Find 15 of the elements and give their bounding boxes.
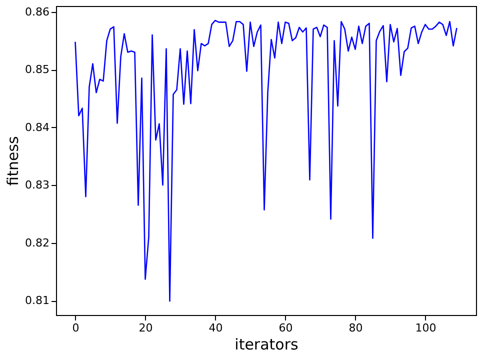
x-axis-title: iterators xyxy=(234,336,299,354)
y-tick-label: 0.85 xyxy=(25,63,50,76)
x-tick-label: 60 xyxy=(278,322,293,334)
y-tick-label: 0.82 xyxy=(25,236,50,250)
x-tick-label: 100 xyxy=(415,322,436,334)
y-tick-label: 0.84 xyxy=(25,120,50,134)
line-series xyxy=(74,20,458,302)
y-tick-label: 0.86 xyxy=(25,5,50,18)
x-tick-label: 20 xyxy=(138,322,153,334)
y-tick-label: 0.83 xyxy=(25,178,50,192)
y-tick-label: 0.81 xyxy=(25,294,50,308)
y-axis-title: fitness xyxy=(4,136,22,186)
x-tick-label: 40 xyxy=(208,322,223,334)
x-tick-label: 80 xyxy=(348,322,363,334)
x-tick-label: 0 xyxy=(72,322,80,334)
